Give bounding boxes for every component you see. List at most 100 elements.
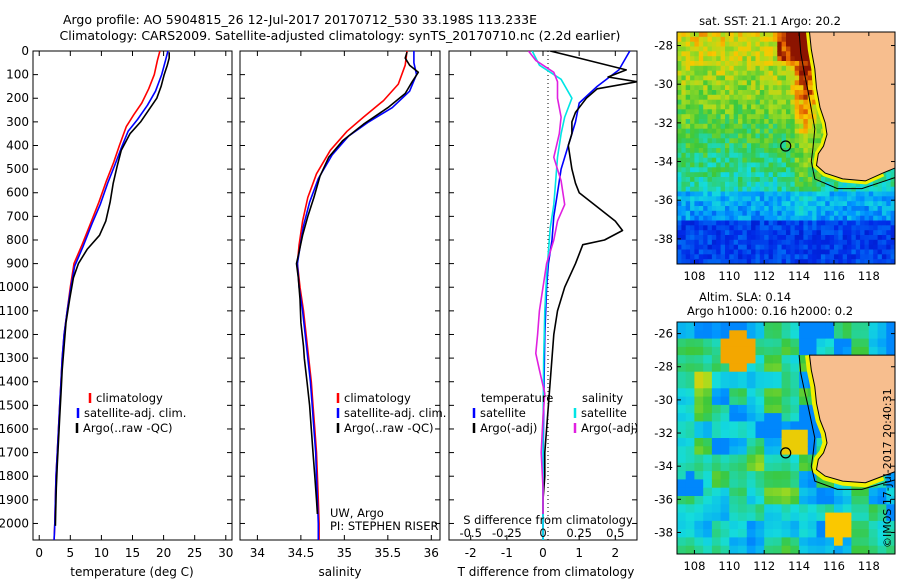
sst-cell: [860, 249, 866, 255]
sla-cell: [729, 496, 739, 505]
sla-cell: [851, 322, 861, 331]
sla-cell: [886, 504, 895, 514]
sst-cell: [746, 94, 752, 101]
sst-cell: [681, 152, 687, 159]
sst-cell: [803, 32, 809, 38]
sst-cell: [777, 99, 783, 106]
sla-cell: [694, 346, 704, 356]
sst-cell: [694, 119, 700, 125]
sst-cell: [803, 90, 809, 96]
sst-cell: [707, 51, 713, 57]
sst-cell: [764, 167, 770, 173]
sst-cell: [868, 196, 874, 202]
sla-cell: [781, 471, 791, 480]
sst-cell: [690, 215, 696, 222]
map-x-tick-label: 110: [718, 559, 740, 573]
sla-cell: [729, 429, 739, 439]
sst-cell: [725, 143, 730, 149]
sst-cell: [816, 191, 822, 197]
sst-cell: [764, 46, 770, 52]
sst-cell: [694, 239, 700, 246]
sla-cell: [738, 371, 748, 381]
sst-cell: [781, 46, 787, 52]
sst-cell: [729, 114, 735, 120]
sst-cell: [725, 225, 730, 231]
sla-cell: [772, 413, 783, 422]
sla-cell: [677, 454, 687, 464]
sst-cell: [881, 177, 887, 183]
sst-cell: [799, 162, 805, 168]
sla-cell: [729, 462, 739, 472]
sst-cell: [711, 162, 717, 168]
sst-cell: [751, 104, 757, 110]
sst-cell: [777, 109, 783, 115]
sla-cell: [842, 496, 852, 505]
sst-cell: [838, 196, 844, 202]
sla-cell: [746, 413, 757, 422]
sst-cell: [746, 167, 752, 173]
sst-cell: [755, 99, 761, 106]
sla-cell: [851, 512, 861, 522]
sst-cell: [751, 143, 757, 149]
sst-cell: [729, 201, 735, 207]
sla-cell: [703, 545, 713, 554]
sla-cell: [781, 454, 791, 464]
sla-cell: [799, 446, 809, 456]
sst-cell: [707, 65, 713, 72]
sla-cell: [711, 537, 722, 547]
sst-cell: [838, 186, 844, 193]
sla-cell: [764, 413, 774, 422]
sst-cell: [685, 138, 691, 144]
sst-cell: [711, 254, 717, 260]
sla-cell: [729, 330, 739, 340]
sst-cell: [794, 206, 800, 212]
sst-cell: [847, 254, 852, 260]
sst-cell: [759, 186, 765, 193]
sst-cell: [707, 104, 713, 110]
sst-cell: [742, 215, 748, 222]
sla-cell: [694, 388, 704, 398]
sst-cell: [799, 104, 805, 110]
sst-cell: [772, 177, 778, 183]
sst-cell: [768, 239, 774, 246]
sst-cell: [681, 94, 687, 101]
sla-cell: [764, 355, 774, 364]
sst-cell: [694, 104, 700, 110]
sla-cell: [886, 529, 895, 538]
map-x-tick-label: 108: [683, 269, 705, 283]
sst-cell: [733, 201, 739, 207]
sst-cell: [738, 201, 743, 207]
sla-cell: [842, 338, 852, 348]
sst-cell: [694, 56, 700, 62]
sst-cell: [794, 75, 800, 81]
sst-cell: [716, 186, 722, 193]
sst-cell: [729, 80, 735, 86]
sla-cell: [790, 363, 800, 373]
map-y-tick-label: -30: [654, 393, 673, 407]
sla-cell: [860, 520, 870, 530]
sst-cell: [685, 109, 691, 115]
sst-cell: [725, 104, 730, 110]
sst-cell: [759, 41, 765, 48]
sst-cell: [790, 244, 796, 251]
sst-cell: [707, 254, 713, 260]
sla-cell: [825, 504, 835, 514]
sst-cell: [873, 201, 879, 207]
sla-cell: [729, 380, 739, 389]
sst-cell: [677, 104, 682, 110]
sst-cell: [851, 196, 857, 202]
sst-cell: [816, 172, 822, 178]
depth-tick-label: 1600: [0, 422, 29, 436]
sla-cell: [703, 496, 713, 505]
sst-cell: [698, 90, 704, 96]
sla-cell: [720, 529, 730, 538]
sla-cell: [711, 404, 722, 414]
sst-cell: [873, 196, 879, 202]
sst-cell: [729, 61, 735, 67]
sla-cell: [755, 446, 765, 456]
sst-cell: [716, 133, 722, 139]
sst-cell: [807, 94, 813, 101]
sst-cell: [768, 109, 774, 115]
sla-cell: [685, 371, 695, 381]
sst-cell: [698, 51, 704, 57]
